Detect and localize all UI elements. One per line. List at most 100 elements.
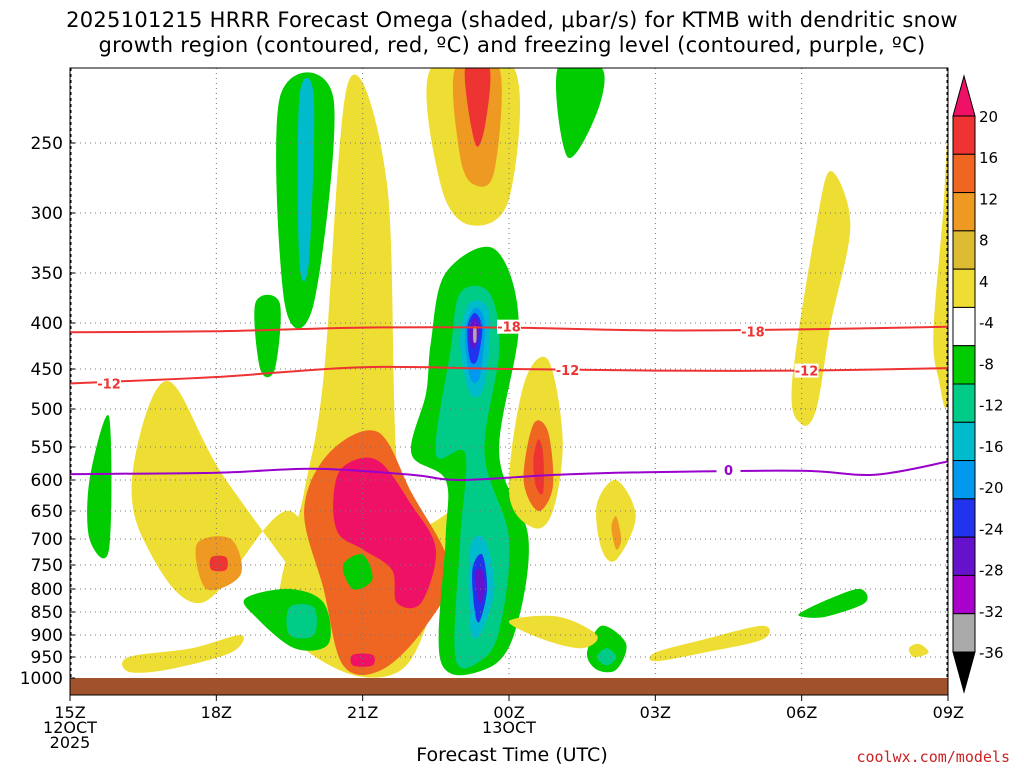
y-tick-label-950: 950 [31, 648, 63, 668]
x-tick-label-6-0: 21Z [347, 703, 378, 722]
x-tick-label-15-0: 06Z [786, 703, 817, 722]
omega-region-red-upper-2300z [464, 68, 491, 147]
y-tick-label-600: 600 [31, 471, 63, 491]
y-tick-label-350: 350 [31, 264, 63, 284]
omega-region-yellow-right-0900z [933, 135, 948, 409]
omega-region-yellow-column-0600z [791, 171, 851, 426]
y-tick-label-400: 400 [31, 314, 63, 334]
colorbar-label-7: -12 [979, 397, 1004, 415]
y-tick-label-300: 300 [31, 204, 63, 224]
x-tick-label-9-0: 00Z [493, 703, 524, 722]
chart-title-line-2: growth region (contoured, red, ºC) and f… [98, 33, 926, 57]
colorbar-label-8: -16 [979, 438, 1004, 456]
colorbar-swatch-8 [952, 421, 976, 462]
y-tick-label-800: 800 [31, 580, 63, 600]
colorbar-swatch-9 [952, 460, 976, 500]
colorbar-label-0: 20 [979, 108, 998, 126]
x-axis-title: Forecast Time (UTC) [416, 744, 608, 766]
omega-region-gray-dot-2300z [473, 325, 477, 344]
colorbar-swatch-11 [952, 536, 976, 576]
colorbar: 20 16 12 8 4 -4 -8 -12 -16 -20 -24 -28 -32 -36 [952, 74, 1004, 694]
minus-12-line-label-2: -12 [795, 365, 819, 380]
omega-region-yellow-low-0000z [508, 615, 598, 649]
x-tick-label-18-0: 09Z [933, 703, 964, 722]
colorbar-bottom-arrow [952, 651, 976, 694]
x-tick-label-12-0: 03Z [640, 703, 671, 722]
site-credit[interactable]: coolwx.com/models [856, 748, 1010, 766]
x-tick-label-9-1: 13OCT [482, 718, 536, 737]
colorbar-label-5: -4 [979, 314, 994, 332]
zero-line-label-0: 0 [724, 464, 733, 479]
minus-12-line-label-bg-0 [97, 376, 122, 391]
omega-region-orange-0200z [611, 516, 622, 550]
colorbar-label-10: -24 [979, 520, 1004, 538]
y-tick-label-700: 700 [31, 530, 63, 550]
y-tick-label-650: 650 [31, 502, 63, 522]
y-tick-label-500: 500 [31, 400, 63, 420]
colorbar-swatch-5 [952, 306, 976, 347]
y-tick-label-750: 750 [31, 556, 63, 576]
omega-region-red-0000z [533, 439, 544, 495]
minus-12-line-label-bg-1 [555, 362, 580, 377]
x-tick-label-0-0: 15Z [54, 703, 85, 722]
x-tick-label-3-0: 18Z [201, 703, 232, 722]
x-tick-label-0-1: 12OCT [43, 718, 97, 737]
y-tick-label-1000: 1000 [20, 669, 63, 689]
colorbar-swatch-3 [952, 230, 976, 270]
colorbar-swatch-13 [952, 613, 976, 653]
minus-18-line-label-1: -18 [741, 325, 765, 340]
minus-18-line-label-bg-1 [740, 324, 765, 339]
omega-region-magenta-core-2100z [333, 457, 436, 609]
omega-region-yellow-small-0800z [908, 643, 929, 658]
omega-region-green-top-0100z [555, 68, 605, 158]
x-tick-label-0-2: 2025 [50, 733, 91, 752]
minus-12-line-label-1: -12 [556, 364, 580, 379]
zero-line-label-bg-0 [716, 463, 741, 478]
omega-region-red-center-1800z [209, 555, 228, 572]
colorbar-label-9: -20 [979, 479, 1004, 497]
omega-region-green-0700z [798, 588, 868, 618]
colorbar-label-11: -28 [979, 562, 1004, 580]
omega-region-cyan-strip-2000z [297, 77, 315, 282]
omega-region-teal-0200z [596, 648, 617, 666]
omega-region-yellow-low-1800z [122, 634, 244, 673]
omega-region-purple-lower-2300z [474, 568, 485, 604]
omega-region-magenta-low-cell [350, 653, 375, 667]
y-tick-label-900: 900 [31, 626, 63, 646]
colorbar-swatch-10 [952, 498, 976, 538]
colorbar-label-6: -8 [979, 355, 994, 373]
minus-12-line-label-bg-2 [794, 363, 819, 378]
omega-region-green-small-2100z [342, 554, 373, 590]
y-tick-label-550: 550 [31, 438, 63, 458]
colorbar-label-13: -36 [979, 644, 1004, 662]
ground-bar [70, 678, 948, 695]
colorbar-swatch-7 [952, 383, 976, 423]
y-tick-label-850: 850 [31, 603, 63, 623]
y-tick-label-450: 450 [31, 360, 63, 380]
colorbar-swatch-2 [952, 192, 976, 232]
temperature-contours: -18 -18 -12 -12 -12 0 [70, 319, 948, 482]
y-axis: 250 300 350 400 450 500 550 600 650 700 750 800 850 9… [20, 134, 75, 689]
colorbar-swatch-1 [952, 153, 976, 194]
colorbar-swatch-12 [952, 574, 976, 615]
chart-title-line-1: 2025101215 HRRR Forecast Omega (shaded, … [66, 8, 958, 32]
zero-line [70, 460, 948, 482]
minus-12-line-label-0: -12 [97, 377, 121, 392]
omega-region-yellow-low-0400z [649, 625, 770, 662]
colorbar-swatch-4 [952, 268, 976, 308]
minus-18-line-label-0: -18 [497, 321, 521, 336]
omega-region-green-left-1600z [87, 415, 112, 559]
minus-18-line-label-bg-0 [497, 319, 521, 334]
omega-region-green-small-1900z [254, 294, 281, 378]
colorbar-label-4: 4 [979, 273, 989, 291]
colorbar-top-arrow [952, 74, 976, 117]
colorbar-label-2: 12 [979, 190, 998, 208]
colorbar-swatch-6 [952, 345, 976, 385]
colorbar-label-3: 8 [979, 232, 989, 250]
omega-shading [87, 68, 948, 678]
y-tick-label-250: 250 [31, 134, 63, 154]
colorbar-label-12: -32 [979, 603, 1004, 621]
colorbar-label-1: 16 [979, 149, 998, 167]
